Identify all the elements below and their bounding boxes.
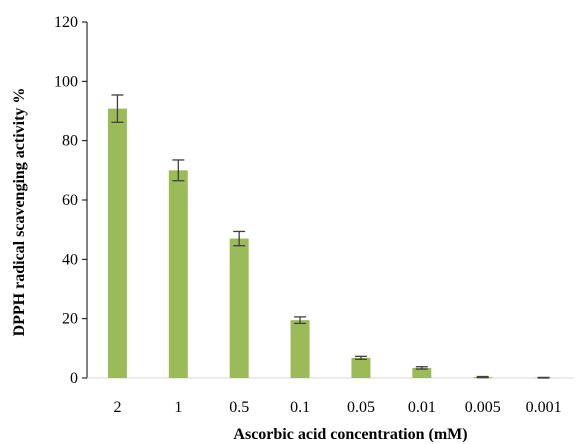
x-tick-label: 0.05: [347, 399, 375, 416]
x-tick-label: 2: [113, 399, 121, 416]
bars: [107, 108, 554, 379]
x-tick-label: 0.001: [526, 399, 562, 416]
x-tick-label: 0.01: [408, 399, 436, 416]
bar: [168, 170, 188, 378]
bar: [351, 357, 371, 378]
y-axis: 0 20 40 60 80 100 120: [54, 14, 88, 387]
y-tick-label: 60: [62, 192, 78, 209]
x-axis: 2 1 0.5 0.1 0.05 0.01 0.005 0.001: [87, 377, 574, 416]
bar: [412, 367, 432, 378]
x-tick-label: 1: [174, 399, 182, 416]
x-tick-label: 0.005: [465, 399, 501, 416]
y-tick-label: 40: [62, 251, 78, 268]
bar: [290, 320, 310, 378]
y-axis-title: DPPH radical scavenging activity %: [11, 88, 28, 337]
y-tick-label: 20: [62, 311, 78, 328]
x-axis-title: Ascorbic acid concentration (mM): [233, 426, 467, 443]
y-tick-label: 100: [54, 73, 78, 90]
bar: [229, 238, 249, 378]
x-tick-label: 0.5: [229, 399, 249, 416]
bar: [107, 108, 127, 379]
y-tick-label: 120: [54, 14, 78, 31]
y-tick-label: 0: [70, 370, 78, 387]
error-bars: [111, 94, 550, 379]
x-tick-label: 0.1: [290, 399, 310, 416]
y-tick-label: 80: [62, 133, 78, 150]
